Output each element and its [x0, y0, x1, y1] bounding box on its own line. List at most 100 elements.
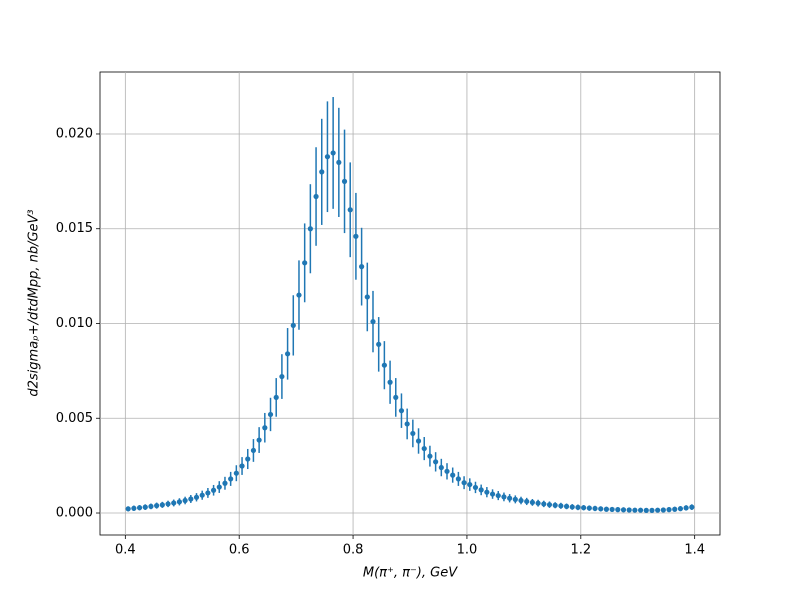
data-point — [387, 379, 393, 385]
data-point — [364, 294, 370, 300]
data-point — [541, 501, 547, 507]
data-point — [302, 260, 308, 266]
data-point — [507, 495, 513, 501]
data-point — [228, 476, 234, 482]
y-tick-label: 0.010 — [56, 316, 93, 331]
data-point — [171, 500, 177, 506]
data-point — [222, 480, 228, 486]
data-point — [376, 341, 382, 347]
data-point — [136, 505, 143, 511]
data-point — [182, 497, 188, 504]
data-point — [250, 447, 257, 454]
data-point — [666, 507, 672, 513]
data-point — [649, 507, 655, 513]
data-point — [655, 507, 661, 513]
data-point — [546, 502, 553, 508]
data-point — [415, 438, 422, 444]
axes-frame — [99, 71, 721, 536]
x-tick-label: 1.4 — [684, 543, 705, 558]
x-tick-label: 0.8 — [343, 543, 364, 558]
data-point — [615, 507, 621, 513]
data-point — [131, 505, 137, 511]
data-point — [552, 502, 558, 508]
data-point — [313, 193, 319, 200]
data-point — [620, 507, 627, 513]
data-point — [245, 456, 251, 462]
data-point — [455, 476, 461, 482]
data-point — [262, 425, 268, 431]
x-tick-label: 0.4 — [115, 543, 136, 558]
data-point — [267, 411, 274, 418]
data-point — [592, 505, 598, 512]
data-point — [643, 507, 649, 513]
x-tick-label: 0.6 — [229, 543, 250, 558]
data-point — [273, 394, 279, 401]
data-point — [353, 233, 359, 239]
data-point — [210, 487, 217, 493]
data-point — [433, 459, 439, 465]
data-point — [193, 494, 200, 500]
x-tick-label: 1.2 — [570, 543, 591, 558]
data-point — [336, 159, 342, 166]
data-point — [563, 503, 570, 509]
data-point — [284, 351, 291, 357]
data-point — [660, 507, 666, 513]
data-point — [484, 489, 490, 495]
x-axis-label: M(π⁺, π⁻), GeV — [363, 566, 458, 581]
data-point — [233, 470, 239, 476]
data-point — [165, 501, 171, 507]
data-point — [256, 437, 262, 443]
data-point — [524, 498, 530, 505]
data-point — [324, 154, 331, 160]
data-point — [290, 322, 296, 328]
data-point — [518, 497, 524, 504]
data-point — [438, 464, 444, 471]
data-point — [575, 504, 581, 510]
data-point — [603, 506, 610, 512]
data-point — [461, 480, 467, 486]
data-point — [683, 505, 689, 511]
data-point — [296, 292, 302, 298]
data-point — [341, 178, 348, 184]
data-point — [672, 506, 678, 512]
data-point — [529, 499, 536, 506]
y-tick-label: 0.015 — [56, 221, 93, 236]
data-point — [319, 169, 325, 175]
data-point — [586, 505, 592, 511]
y-tick-label: 0.020 — [56, 126, 93, 141]
data-point — [216, 484, 222, 490]
data-point — [489, 491, 496, 497]
data-point — [381, 362, 387, 368]
data-point — [398, 408, 405, 414]
data-point — [330, 150, 336, 156]
data-point — [176, 499, 183, 505]
data-point — [444, 468, 450, 474]
data-point — [279, 373, 285, 380]
data-point — [199, 492, 205, 498]
data-point — [478, 487, 484, 493]
data-point — [677, 506, 684, 512]
data-point — [421, 445, 427, 452]
y-tick-label: 0.005 — [56, 411, 93, 426]
data-point — [637, 507, 644, 513]
data-point — [239, 463, 245, 469]
data-point — [581, 505, 587, 511]
data-point — [410, 430, 416, 437]
data-point — [535, 500, 541, 506]
data-point — [472, 484, 479, 491]
data-point — [558, 503, 564, 509]
data-point — [467, 481, 473, 488]
data-point — [404, 421, 410, 427]
data-point — [512, 496, 518, 502]
data-point — [154, 503, 160, 509]
data-point — [501, 494, 507, 500]
data-point — [450, 472, 456, 478]
data-point — [427, 453, 433, 459]
data-point — [598, 506, 604, 512]
data-point — [626, 507, 632, 513]
data-point — [370, 318, 376, 325]
data-point — [632, 507, 638, 513]
data-point — [347, 207, 353, 213]
data-point — [609, 506, 615, 513]
data-point — [159, 502, 165, 508]
